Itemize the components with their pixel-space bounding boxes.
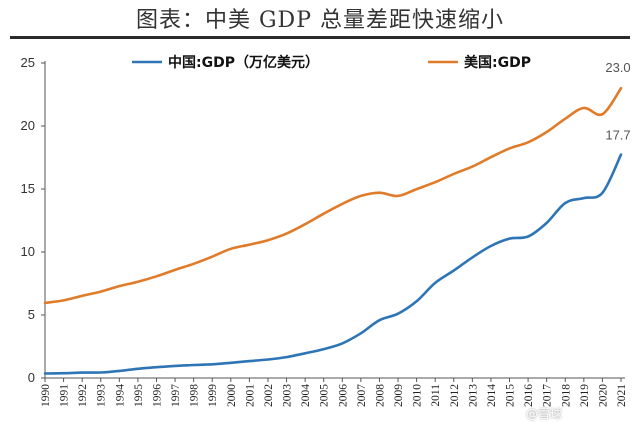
x-tick-label: 2014 (486, 384, 498, 407)
x-tick-label: 2007 (356, 384, 368, 407)
page-title: 图表：中美 GDP 总量差距快速缩小 (135, 8, 504, 33)
series-line-china-gdp (43, 153, 623, 375)
x-tick-label: 2020 (597, 384, 609, 407)
watermark: @雪球 (526, 407, 563, 421)
data-labels: 23.0 17.7 (605, 60, 630, 142)
x-tick-label: 2015 (505, 384, 517, 407)
y-tick-label: 15 (21, 181, 35, 196)
x-tick-label: 2012 (449, 384, 461, 407)
x-tick-label: 2004 (300, 384, 312, 407)
y-tick-label: 20 (21, 118, 35, 133)
x-tick-label: 2005 (319, 384, 331, 407)
x-tick-label: 2021 (616, 384, 628, 407)
x-tick-label: 1992 (77, 384, 89, 407)
x-tick-label: 2016 (523, 384, 535, 407)
x-tick-label: 1995 (133, 384, 145, 407)
x-tick-label: 2018 (560, 384, 572, 407)
data-label-china-gdp: 17.7 (605, 128, 630, 143)
x-tick-label: 1990 (40, 384, 52, 407)
x-tick-label: 1996 (151, 384, 163, 407)
data-label-us-gdp: 23.0 (605, 60, 630, 75)
x-tick-label: 2017 (542, 384, 554, 407)
x-tick-label: 1997 (170, 384, 182, 407)
x-tick-label: 2019 (579, 384, 591, 407)
x-tick-label: 2011 (430, 384, 442, 407)
x-tick-label: 2006 (337, 384, 349, 407)
x-tick-label: 2001 (244, 384, 256, 407)
y-tick-label: 10 (21, 244, 35, 259)
x-tick-label: 2008 (374, 384, 386, 407)
x-tick-label: 1999 (207, 384, 219, 407)
legend-label-us-gdp: 美国:GDP (464, 54, 531, 71)
legend-label-china-gdp: 中国:GDP（万亿美元） (168, 54, 319, 71)
x-tick-label: 2000 (226, 384, 238, 407)
y-tick-label: 0 (28, 370, 35, 385)
axes: 0 5 10 15 20 25 1990 1991 1992 1993 1994 1995 1996 19… (21, 55, 628, 407)
x-tick-label: 1993 (96, 384, 108, 407)
x-tick-label: 2002 (263, 384, 275, 407)
y-tick-label: 25 (21, 55, 35, 70)
series-layer (43, 86, 623, 375)
x-tick-label: 2013 (467, 384, 479, 407)
x-tick-label: 2009 (393, 384, 405, 407)
x-tick-label: 1998 (189, 384, 201, 407)
x-tick-label: 1994 (114, 384, 126, 407)
x-tick-label: 2003 (282, 384, 294, 407)
series-line-us-gdp (43, 86, 623, 305)
y-tick-label: 5 (28, 307, 35, 322)
x-tick-label: 2010 (412, 384, 424, 407)
title-divider (10, 36, 630, 39)
x-tick-label: 1991 (59, 384, 71, 407)
legend: 中国:GDP（万亿美元） 美国:GDP (132, 54, 531, 71)
